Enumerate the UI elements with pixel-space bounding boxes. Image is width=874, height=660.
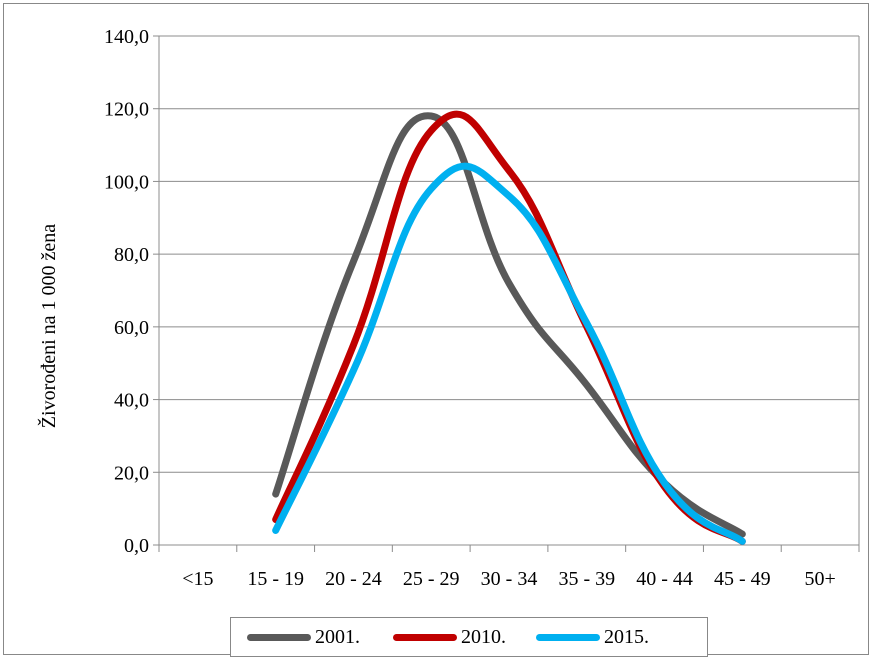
x-tick-label: 20 - 24	[325, 568, 382, 590]
x-tick-label: 25 - 29	[403, 568, 460, 590]
legend-label-2001: 2001.	[315, 625, 360, 648]
tick-labels: 0,0 20,0 40,0 60,0 80,0 100,0 120,0 140,0 <15 15 …	[104, 26, 836, 590]
y-tick-label: 40,0	[114, 390, 149, 412]
series-line-2010	[272, 110, 746, 545]
y-tick-label: 120,0	[104, 99, 149, 121]
x-tick-label: 15 - 19	[247, 568, 304, 590]
x-tick-label: 45 - 49	[714, 568, 771, 590]
y-tick-label: 20,0	[114, 462, 149, 484]
x-tick-label: 50+	[804, 568, 835, 590]
legend-item-2010: 2010.	[393, 618, 506, 656]
line-chart: 0,0 20,0 40,0 60,0 80,0 100,0 120,0 140,0 <15 15 …	[37, 26, 860, 590]
gridlines	[159, 35, 859, 473]
y-tick-label: 100,0	[104, 171, 149, 193]
y-tick-label: 140,0	[104, 26, 149, 48]
series-line-2015	[272, 162, 746, 545]
x-tick-label: 35 - 39	[558, 568, 615, 590]
legend-label-2010: 2010.	[461, 625, 506, 648]
y-axis-title: Živorođeni na 1 000 žena	[37, 224, 60, 428]
y-tick-label: 0,0	[124, 535, 149, 557]
series-lines	[272, 110, 746, 545]
legend-item-2015: 2015.	[536, 618, 649, 656]
legend: 2001. 2010. 2015.	[230, 617, 708, 657]
legend-swatch-2001	[247, 633, 311, 641]
legend-item-2001: 2001.	[247, 618, 360, 656]
y-tick-label: 80,0	[114, 244, 149, 266]
chart-area: 0,0 20,0 40,0 60,0 80,0 100,0 120,0 140,0 <15 15 …	[3, 3, 869, 657]
legend-label-2015: 2015.	[604, 625, 649, 648]
x-tick-label: 40 - 44	[636, 568, 693, 590]
series-line-2001	[272, 112, 746, 538]
x-tick-label: 30 - 34	[481, 568, 538, 590]
x-tick-label: <15	[182, 568, 213, 590]
legend-swatch-2015	[536, 633, 600, 641]
legend-swatch-2010	[393, 633, 457, 641]
y-tick-label: 60,0	[114, 317, 149, 339]
axes	[153, 35, 860, 552]
